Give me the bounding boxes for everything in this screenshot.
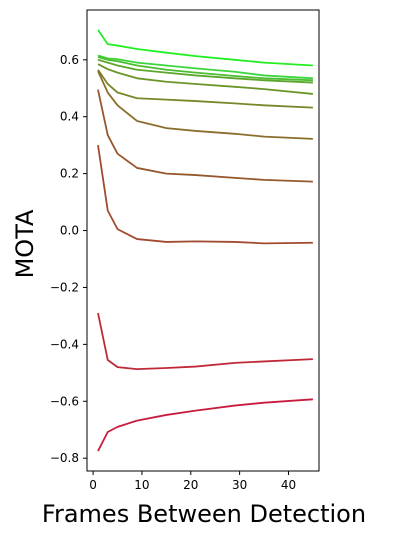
series-line-10 (97, 312, 313, 371)
series-line-5 (97, 63, 313, 95)
x-tick-label: 40 (281, 478, 296, 492)
x-tick-label: 0 (89, 478, 97, 492)
series-line-8 (97, 89, 313, 183)
series-line-2 (97, 54, 313, 80)
y-tick-label: −0.4 (50, 337, 79, 351)
ticks-layer: 0 10 20 30 40 −0.8 −0.6 −0.4 −0.2 0.0 0.2 0.4 0.6 (50, 53, 296, 492)
y-tick-label: 0.6 (60, 53, 79, 67)
x-axis-title: Frames Between Detection (42, 500, 366, 528)
y-tick-label: −0.6 (50, 394, 79, 408)
y-tick-label: 0.2 (60, 167, 79, 181)
y-axis-title: MOTA (11, 209, 39, 278)
y-tick-label: 0.0 (60, 224, 79, 238)
series-line-4 (97, 58, 313, 84)
series-line-11 (97, 398, 313, 452)
y-tick-label: 0.4 (60, 110, 79, 124)
series-line-1 (97, 29, 313, 67)
y-tick-label: −0.8 (50, 451, 79, 465)
series-line-7 (97, 70, 313, 140)
series-line-3 (97, 56, 313, 82)
series-line-6 (97, 69, 313, 109)
series-line-9 (97, 145, 313, 245)
x-tick-label: 10 (134, 478, 149, 492)
x-tick-label: 20 (183, 478, 198, 492)
y-tick-label: −0.2 (50, 280, 79, 294)
series-layer (97, 29, 313, 452)
plot-frame (86, 9, 320, 472)
x-tick-label: 30 (232, 478, 247, 492)
